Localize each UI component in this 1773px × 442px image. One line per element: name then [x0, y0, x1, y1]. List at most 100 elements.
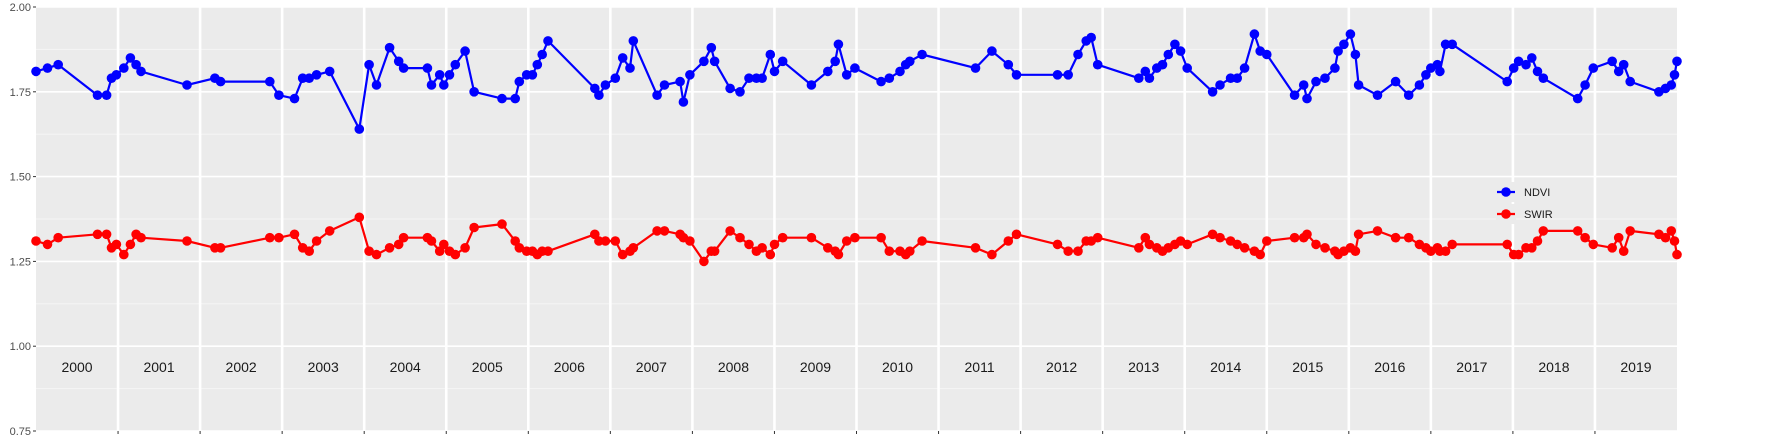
year-label: 2010: [882, 359, 913, 375]
data-point-ndvi: [1163, 49, 1174, 60]
data-point-swir: [1538, 226, 1549, 236]
data-point-swir: [304, 246, 315, 256]
data-point-ndvi: [841, 70, 852, 80]
data-point-swir: [1580, 232, 1590, 243]
data-point-ndvi: [1182, 63, 1192, 73]
data-point-ndvi: [1353, 80, 1364, 90]
data-point-ndvi: [1666, 80, 1677, 90]
data-point-swir: [1440, 246, 1451, 256]
data-point-ndvi: [833, 39, 844, 50]
data-point-ndvi: [265, 76, 275, 87]
data-point-ndvi: [136, 66, 146, 77]
data-point-swir: [311, 236, 322, 246]
year-label: 2006: [554, 359, 585, 375]
data-point-swir: [31, 236, 41, 246]
data-point-swir: [42, 239, 53, 250]
data-point-swir: [1262, 236, 1272, 246]
data-point-ndvi: [1580, 80, 1590, 90]
data-point-swir: [354, 212, 365, 223]
data-point-swir: [514, 243, 525, 253]
data-point-ndvi: [497, 93, 507, 104]
data-point-ndvi: [1330, 63, 1340, 73]
data-point-ndvi: [1390, 76, 1401, 87]
data-point-swir: [1239, 243, 1250, 253]
data-point-ndvi: [685, 70, 695, 80]
data-point-swir: [1182, 239, 1192, 250]
data-point-ndvi: [617, 53, 628, 63]
data-point-ndvi: [917, 49, 927, 60]
data-point-ndvi: [439, 80, 449, 90]
data-point-swir: [92, 229, 103, 240]
data-point-ndvi: [706, 42, 717, 53]
data-point-ndvi: [1435, 66, 1445, 77]
data-point-swir: [1052, 239, 1063, 250]
year-label: 2004: [390, 359, 421, 375]
data-point-ndvi: [119, 63, 129, 73]
data-point-ndvi: [101, 90, 112, 100]
data-point-swir: [806, 232, 817, 243]
data-point-ndvi: [460, 46, 470, 56]
data-point-ndvi: [777, 56, 788, 67]
data-point-ndvi: [364, 59, 374, 70]
data-point-ndvi: [905, 56, 915, 67]
data-point-swir: [1618, 246, 1629, 256]
data-point-ndvi: [765, 49, 776, 60]
data-point-swir: [1289, 232, 1300, 243]
data-point-ndvi: [600, 80, 611, 90]
year-label: 2018: [1538, 359, 1569, 375]
data-point-ndvi: [699, 56, 709, 67]
data-point-swir: [469, 222, 479, 233]
year-label: 2005: [472, 359, 503, 375]
data-point-swir: [1073, 246, 1083, 256]
data-point-ndvi: [1311, 76, 1321, 87]
data-point-swir: [1311, 239, 1321, 250]
data-point-swir: [1092, 232, 1103, 243]
year-label: 2007: [636, 359, 667, 375]
data-point-ndvi: [830, 56, 840, 67]
year-label: 2002: [226, 359, 257, 375]
data-point-ndvi: [876, 76, 886, 87]
series-swir: [31, 212, 1682, 267]
data-point-ndvi: [1144, 73, 1155, 83]
year-label: 2000: [61, 359, 92, 375]
data-point-ndvi: [1350, 49, 1361, 60]
data-point-ndvi: [850, 63, 860, 73]
data-point-swir: [823, 243, 833, 253]
data-point-swir: [685, 236, 695, 246]
major-grid: [36, 6, 1677, 432]
data-point-swir: [182, 236, 192, 246]
year-label: 2019: [1620, 359, 1651, 375]
data-point-swir: [265, 232, 275, 243]
data-point-ndvi: [1521, 59, 1531, 70]
data-point-ndvi: [53, 59, 63, 70]
data-point-ndvi: [970, 63, 981, 73]
data-point-swir: [426, 236, 437, 246]
data-point-swir: [1613, 232, 1624, 243]
year-label: 2009: [800, 359, 831, 375]
data-point-swir: [876, 232, 886, 243]
year-label: 2017: [1456, 359, 1487, 375]
data-point-ndvi: [1011, 70, 1022, 80]
data-point-swir: [364, 246, 374, 256]
data-point-swir: [460, 243, 470, 253]
data-point-swir: [1232, 239, 1242, 250]
legend-label: NDVI: [1524, 187, 1550, 199]
data-point-swir: [398, 232, 409, 243]
data-point-ndvi: [1232, 73, 1242, 83]
data-point-ndvi: [1175, 46, 1186, 56]
data-point-ndvi: [735, 87, 745, 97]
data-point-swir: [215, 243, 226, 253]
data-point-swir: [735, 232, 745, 243]
data-point-ndvi: [31, 66, 41, 77]
year-label: 2013: [1128, 359, 1159, 375]
y-tick-label: 1.25: [10, 256, 31, 268]
data-point-ndvi: [769, 66, 780, 77]
data-point-ndvi: [895, 66, 905, 77]
data-point-ndvi: [131, 59, 141, 70]
data-point-ndvi: [125, 53, 136, 63]
data-point-swir: [1207, 229, 1218, 240]
data-point-swir: [1625, 226, 1635, 236]
data-point-ndvi: [1532, 66, 1543, 77]
data-point-ndvi: [274, 90, 284, 100]
data-point-ndvi: [42, 63, 53, 73]
